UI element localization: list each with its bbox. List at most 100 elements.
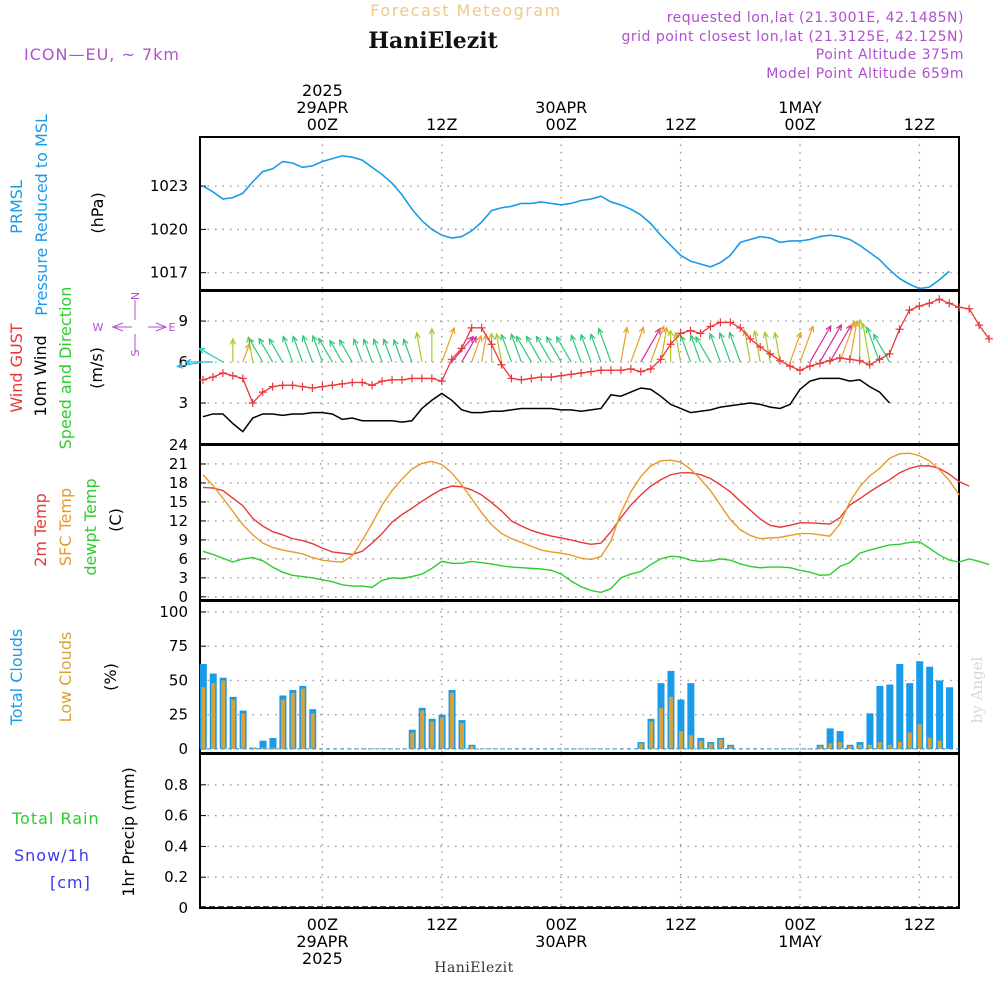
wind-arrow xyxy=(620,327,628,363)
y-tick-label: 1023 xyxy=(150,177,188,195)
wind-series xyxy=(176,295,994,433)
wind-arrow xyxy=(690,335,702,363)
gust-marker xyxy=(298,382,307,391)
wind-arrow-head xyxy=(301,334,308,342)
compass-s: S xyxy=(129,349,142,356)
time-label-bottom: 12Z xyxy=(426,915,457,934)
gust-marker xyxy=(547,373,556,382)
gust-marker xyxy=(577,368,586,377)
ylabel-speed-direction: Speed and Direction xyxy=(56,287,75,450)
gust-marker xyxy=(696,329,705,338)
bar-total-clouds xyxy=(906,683,914,749)
bar-low-clouds xyxy=(410,732,415,749)
wind-arrow-head xyxy=(695,335,702,343)
wind-arrow-head xyxy=(579,333,586,341)
bar-low-clouds xyxy=(440,717,445,749)
wind-arrow xyxy=(329,340,343,363)
y-tick-label: 24 xyxy=(169,436,188,454)
gust-marker xyxy=(835,353,844,362)
wind-arrow xyxy=(353,339,363,363)
location-title: HaniElezit xyxy=(368,28,498,54)
gust-marker xyxy=(417,374,426,383)
gust-marker xyxy=(288,381,297,390)
ylabel-total-clouds: Total Clouds xyxy=(7,629,26,727)
gust-marker xyxy=(756,343,765,352)
y-tick-label: 9 xyxy=(178,531,188,549)
wind-arrow-head xyxy=(282,335,288,343)
ylabel-hpa: (hPa) xyxy=(88,192,107,233)
wind-arrow-head xyxy=(382,337,389,346)
precipitation-frame xyxy=(199,753,960,909)
gust-marker xyxy=(805,362,814,371)
bar-low-clouds xyxy=(430,721,435,749)
wind-arrow xyxy=(866,327,881,363)
ylabel-dewpt-temp: dewpt Temp xyxy=(81,478,100,575)
gust-marker xyxy=(567,370,576,379)
wind-arrow-head xyxy=(856,318,863,326)
bar-low-clouds xyxy=(231,699,236,749)
ylabel-pressure-msl: Pressure Reduced to MSL xyxy=(32,114,51,316)
wind-arrow xyxy=(525,336,542,363)
bar-low-clouds xyxy=(867,744,872,749)
wind-arrow xyxy=(680,335,692,363)
wind-arrow xyxy=(650,326,665,363)
time-label-bottom: 00Z xyxy=(784,915,815,934)
bar-low-clouds xyxy=(420,710,425,749)
wind-arrow xyxy=(789,332,802,363)
gust-marker xyxy=(587,367,596,376)
wind-arrow-head xyxy=(338,338,345,347)
info-point-altitude: Point Altitude 375m xyxy=(816,47,964,63)
wind-arrow-head xyxy=(329,339,336,347)
wind-arrow xyxy=(630,327,645,363)
time-label-top: 2025 xyxy=(302,81,343,100)
credit-watermark: by Angel xyxy=(968,656,986,723)
compass-w: W xyxy=(93,321,104,334)
precipitation-panel: 0 0.2 0.4 0.6 0.8 xyxy=(164,753,960,917)
gust-marker xyxy=(935,295,944,304)
time-label-top: 12Z xyxy=(426,115,457,134)
y-tick-label: 6 xyxy=(178,353,188,371)
gust-marker xyxy=(278,381,287,390)
wind-arrow xyxy=(728,332,741,363)
gust-marker xyxy=(447,355,456,364)
wind-arrow xyxy=(495,333,503,363)
bar-low-clouds xyxy=(668,696,673,749)
time-label-bottom: 00Z xyxy=(546,915,577,934)
wind-arrow-head xyxy=(488,332,495,340)
time-label-bottom: 1MAY xyxy=(778,932,822,951)
wind-arrow-head xyxy=(570,334,577,342)
wind-arrow-head xyxy=(865,326,872,334)
wind-arrow-head xyxy=(470,335,477,343)
ylabel-celsius: (C) xyxy=(106,508,125,532)
bar-low-clouds xyxy=(728,746,733,749)
gust-marker xyxy=(885,349,894,358)
y-tick-label: 0.6 xyxy=(164,807,188,825)
wind-arrow xyxy=(598,328,612,363)
bar-low-clouds xyxy=(251,747,256,749)
gust-marker xyxy=(398,375,406,384)
gust-marker xyxy=(776,356,785,365)
bar-total-clouds xyxy=(876,685,884,749)
gust-marker xyxy=(358,378,367,387)
bar-low-clouds xyxy=(877,742,882,749)
pressure-panel: 1017 1020 1023 xyxy=(150,136,960,291)
panels-group: 1017102010233690369121518212402550751000… xyxy=(7,81,994,968)
series-line-prmsl xyxy=(202,154,950,290)
bar-low-clouds xyxy=(290,692,295,749)
time-label-top: 12Z xyxy=(665,115,696,134)
bar-low-clouds xyxy=(241,713,246,749)
bar-low-clouds xyxy=(659,707,663,749)
footer-location: HaniElezit xyxy=(434,960,514,976)
ylabel-10m-wind: 10m Wind xyxy=(31,335,50,416)
gust-marker xyxy=(437,377,446,386)
gust-marker xyxy=(248,399,257,408)
pressure-frame xyxy=(199,136,960,291)
y-tick-label: 9 xyxy=(178,312,188,330)
wind-arrow xyxy=(481,334,488,363)
y-tick-label: 1020 xyxy=(150,220,188,238)
wind-arrow xyxy=(383,339,393,363)
y-tick-label: 12 xyxy=(169,512,188,530)
wind-arrow xyxy=(580,334,592,363)
gust-marker xyxy=(736,323,745,332)
